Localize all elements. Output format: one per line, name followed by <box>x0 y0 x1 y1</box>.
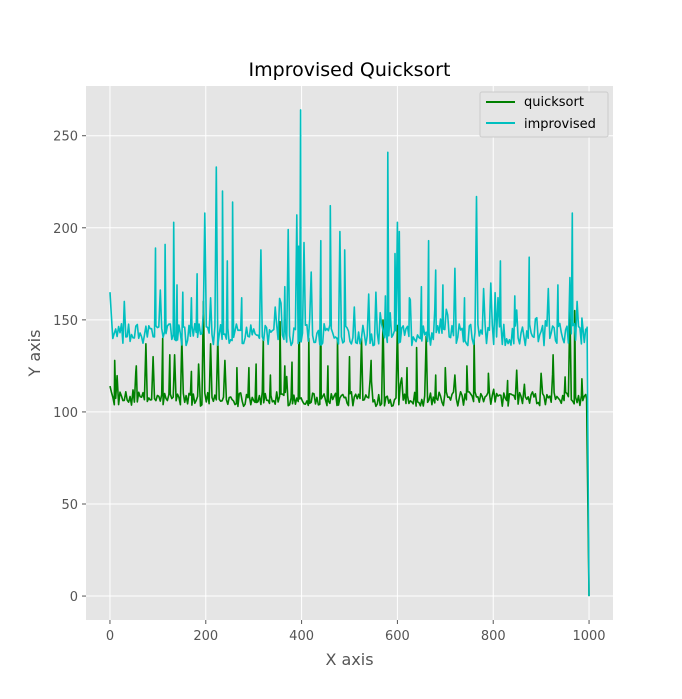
y-tick-label: 250 <box>53 130 78 145</box>
x-axis-label: X axis <box>325 650 373 669</box>
chart-title: Improvised Quicksort <box>249 59 451 81</box>
x-tick-label: 0 <box>106 629 114 644</box>
legend-label-quicksort: quicksort <box>524 95 584 110</box>
legend-box <box>479 91 609 138</box>
legend-label-improvised: improvised <box>524 117 596 132</box>
y-tick-label: 50 <box>61 498 78 513</box>
y-tick-label: 100 <box>53 406 78 421</box>
plot-area <box>86 86 613 620</box>
ticks: 0 200 400 600 800 1000 0 50 100 150 200 250 <box>53 130 605 644</box>
y-tick-label: 0 <box>70 590 78 605</box>
series-line-quicksort <box>109 297 590 597</box>
x-tick-label: 800 <box>481 629 506 644</box>
y-tick-label: 150 <box>53 314 78 329</box>
x-tick-label: 400 <box>289 629 314 644</box>
series-lines <box>109 109 590 597</box>
legend: quicksort improvised <box>479 91 609 138</box>
x-tick-label: 1000 <box>572 629 605 644</box>
x-tick-label: 200 <box>193 629 218 644</box>
series-line-improvised <box>109 109 590 597</box>
y-axis-label: Y axis <box>25 330 44 378</box>
y-tick-label: 200 <box>53 222 78 237</box>
x-tick-label: 600 <box>385 629 410 644</box>
